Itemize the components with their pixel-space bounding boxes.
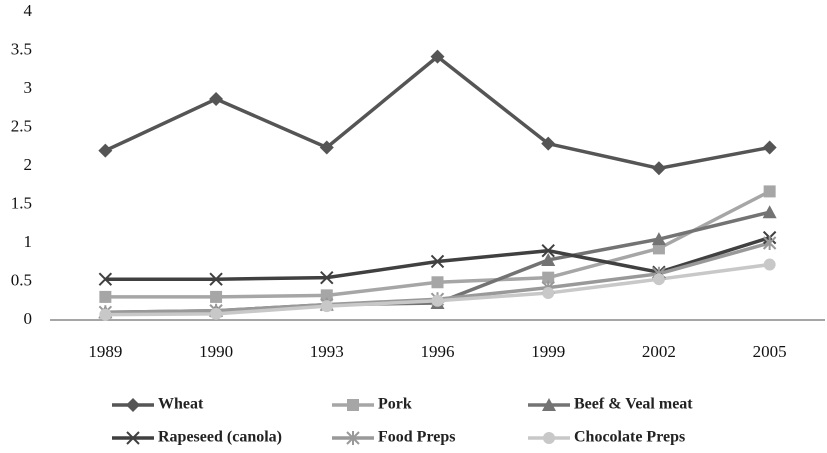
marker bbox=[541, 243, 555, 258]
marker bbox=[762, 205, 777, 219]
marker bbox=[541, 252, 556, 266]
marker bbox=[320, 300, 333, 313]
x-tick-label: 2002 bbox=[642, 342, 676, 361]
marker bbox=[126, 398, 140, 412]
marker bbox=[431, 294, 444, 307]
marker bbox=[651, 161, 666, 176]
marker bbox=[652, 242, 665, 255]
marker bbox=[542, 271, 555, 284]
x-tick-label: 1993 bbox=[310, 342, 344, 361]
marker bbox=[126, 431, 140, 445]
marker bbox=[209, 92, 224, 107]
y-tick-label: 1.5 bbox=[11, 193, 32, 212]
y-tick-label: 3 bbox=[24, 78, 33, 97]
y-tick-label: 3.5 bbox=[11, 39, 32, 58]
marker bbox=[319, 140, 334, 155]
marker bbox=[210, 307, 223, 320]
marker bbox=[763, 258, 776, 271]
marker bbox=[210, 290, 223, 303]
y-tick-label: 1 bbox=[24, 232, 33, 251]
marker bbox=[652, 273, 665, 286]
marker bbox=[543, 432, 555, 444]
marker bbox=[98, 272, 113, 286]
legend-label: Chocolate Preps bbox=[574, 429, 685, 446]
marker bbox=[431, 276, 444, 289]
marker bbox=[430, 254, 445, 269]
x-tick-label: 1999 bbox=[531, 342, 565, 361]
y-tick-label: 0 bbox=[24, 309, 33, 328]
legend-label: Rapeseed (canola) bbox=[158, 429, 282, 446]
legend-label: Beef & Veal meat bbox=[574, 396, 693, 413]
marker bbox=[651, 232, 666, 246]
marker bbox=[99, 308, 112, 321]
x-tick-label: 1989 bbox=[88, 342, 122, 361]
x-tick-label: 1996 bbox=[421, 342, 455, 361]
legend-label: Wheat bbox=[158, 396, 204, 413]
y-tick-label: 2.5 bbox=[11, 116, 32, 135]
legend-label: Pork bbox=[378, 396, 412, 413]
marker bbox=[320, 270, 334, 285]
marker bbox=[541, 136, 556, 151]
marker bbox=[430, 49, 445, 64]
x-tick-label: 1990 bbox=[199, 342, 233, 361]
x-tick-label: 2005 bbox=[753, 342, 787, 361]
marker bbox=[763, 185, 776, 198]
marker bbox=[762, 140, 777, 155]
marker bbox=[99, 290, 112, 303]
marker bbox=[320, 289, 333, 302]
y-tick-label: 0.5 bbox=[11, 270, 32, 289]
y-tick-label: 4 bbox=[24, 1, 33, 20]
y-tick-label: 2 bbox=[24, 155, 33, 174]
marker bbox=[347, 399, 359, 411]
marker bbox=[542, 398, 556, 411]
marker bbox=[346, 431, 360, 445]
legend-label: Food Preps bbox=[378, 429, 455, 446]
marker bbox=[209, 272, 223, 286]
series-line bbox=[104, 54, 770, 171]
marker bbox=[98, 143, 113, 158]
marker bbox=[762, 236, 777, 250]
marker bbox=[542, 287, 555, 300]
